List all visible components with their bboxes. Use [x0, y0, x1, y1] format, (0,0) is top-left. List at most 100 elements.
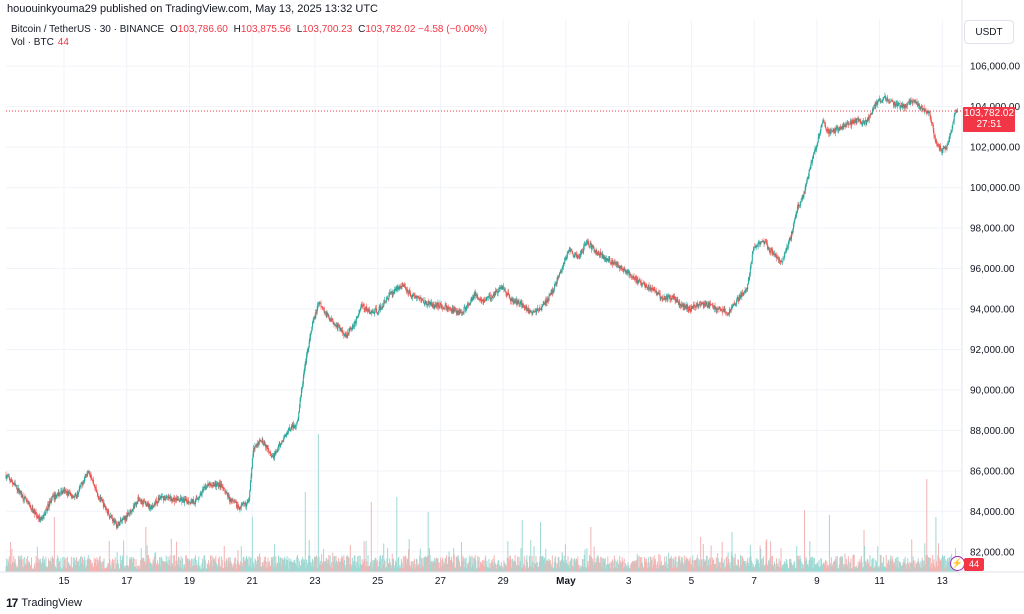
candle-body [778, 259, 780, 261]
volume-bar [247, 566, 249, 572]
volume-bar [886, 568, 888, 572]
currency-button[interactable]: USDT [964, 20, 1014, 44]
candle-body [617, 264, 619, 266]
candle-body [709, 303, 711, 305]
volume-bar [408, 539, 410, 572]
candle-body [32, 509, 34, 514]
candle-body [51, 496, 53, 501]
candle-body [651, 287, 653, 291]
volume-bar [144, 564, 146, 572]
candle-body [790, 231, 792, 240]
volume-bar [473, 565, 475, 572]
symbol-title[interactable]: Bitcoin / TetherUS · 30 · BINANCE [11, 24, 165, 35]
volume-bar [718, 564, 720, 572]
candle-body [802, 195, 804, 198]
volume-bar [762, 558, 764, 572]
candle-body [715, 309, 717, 310]
volume-bar [121, 555, 123, 572]
candle-body [486, 297, 488, 301]
candle-body [618, 265, 620, 267]
volume-bar [724, 566, 726, 572]
volume-bar [707, 565, 709, 572]
candle-body [324, 312, 326, 314]
candle-body [806, 178, 808, 183]
volume-bar [698, 558, 700, 572]
candle-body [882, 99, 884, 101]
candle-body [840, 128, 842, 130]
volume-label[interactable]: Vol · BTC [11, 37, 54, 48]
volume-bar [173, 566, 175, 572]
candle-body [398, 286, 400, 289]
volume-bar [202, 568, 204, 572]
volume-bar [897, 556, 899, 572]
candle-body [513, 300, 515, 303]
candle-body [723, 308, 725, 310]
volume-bar [800, 561, 802, 572]
candle-body [363, 304, 365, 310]
candle-body [950, 132, 952, 134]
candle-body [108, 514, 110, 517]
volume-bar [734, 553, 736, 572]
candle-body [419, 298, 421, 300]
tradingview-logo[interactable]: 17 TradingView [6, 596, 82, 610]
candle-body [668, 295, 670, 297]
volume-bar [375, 557, 377, 572]
candle-body [333, 324, 335, 326]
candle-body [883, 96, 885, 98]
candle-body [474, 292, 476, 297]
candle-body [543, 302, 545, 304]
candle-body [922, 108, 924, 110]
candle-body [887, 100, 889, 101]
volume-bar [356, 568, 358, 572]
candle-body [308, 347, 310, 352]
flash-icon[interactable]: ⚡ [950, 556, 965, 571]
volume-bar [387, 563, 389, 572]
candle-body [701, 303, 703, 304]
candle-body [43, 514, 45, 519]
volume-bar [268, 563, 270, 572]
volume-bar [530, 566, 532, 572]
volume-bar [78, 561, 80, 572]
volume-bar [197, 562, 199, 572]
candle-body [220, 484, 222, 488]
volume-bar [889, 559, 891, 572]
volume-bar [209, 563, 211, 572]
volume-bar [292, 561, 294, 572]
candle-body [219, 483, 221, 485]
candle-body [736, 297, 738, 301]
volume-bar [487, 567, 489, 572]
volume-bar [578, 568, 580, 572]
volume-bar [200, 568, 202, 572]
volume-bar [134, 566, 136, 572]
candle-body [376, 308, 378, 313]
volume-bar [74, 558, 76, 572]
candle-body [896, 103, 898, 107]
candle-body [189, 502, 191, 504]
candle-body [5, 474, 7, 479]
volume-bar [590, 527, 592, 572]
candle-body [657, 292, 659, 295]
candle-body [904, 105, 906, 109]
volume-bar [862, 566, 864, 572]
volume-bar [396, 567, 398, 572]
volume-bar [653, 555, 655, 572]
volume-bar [640, 557, 642, 572]
candle-body [589, 246, 591, 248]
candle-body [953, 121, 955, 123]
volume-bar [668, 558, 670, 572]
time-axis[interactable]: 15 17 19 21 23 25 27 29 May 3 5 7 9 11 13 [0, 571, 1024, 587]
volume-bar [304, 559, 306, 572]
volume-bar [559, 567, 561, 572]
candle-body [158, 497, 160, 501]
volume-bar [162, 561, 164, 572]
price-axis[interactable]: 82,000.0084,000.0086,000.0088,000.0090,0… [961, 0, 1020, 572]
volume-bar [431, 560, 433, 572]
volume-bar [521, 568, 523, 572]
candle-body [880, 100, 882, 103]
time-tick-label: 7 [751, 576, 757, 587]
volume-bar [161, 556, 163, 572]
volume-bar [149, 558, 151, 572]
volume-bar [280, 565, 282, 572]
candle-body [535, 311, 537, 313]
